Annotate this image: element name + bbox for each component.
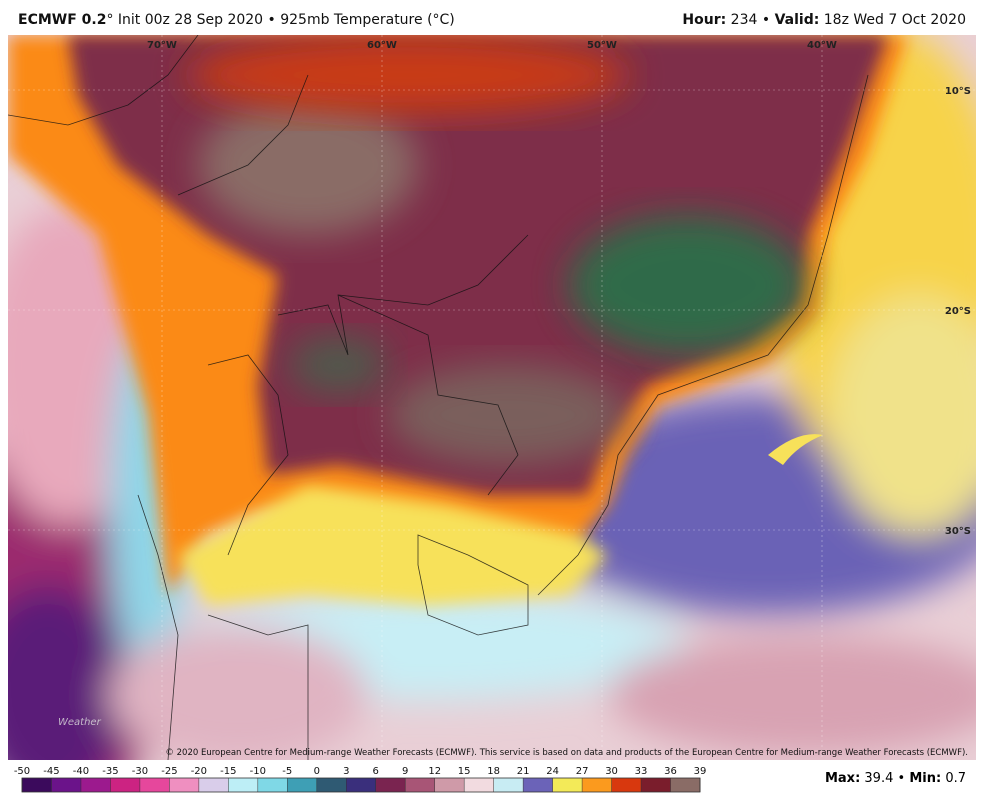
colorbar-tick-label: 9 xyxy=(402,766,408,777)
header-title: ECMWF 0.2° Init 00z 28 Sep 2020 • 925mb … xyxy=(18,12,455,28)
colorbar-segment xyxy=(287,778,318,792)
colorbar-segment xyxy=(228,778,259,792)
blob xyxy=(388,365,628,465)
colorbar-tick-label: -40 xyxy=(73,766,89,777)
colorbar-tick-label: -20 xyxy=(191,766,207,777)
colorbar-segment xyxy=(80,778,111,792)
separator: • xyxy=(897,771,906,786)
colorbar-segment xyxy=(582,778,613,792)
lat-label: 30°S xyxy=(945,526,971,537)
colorbar-tick-label: -15 xyxy=(220,766,236,777)
colorbar-segment xyxy=(51,778,82,792)
blob xyxy=(8,585,128,760)
colorbar-segment xyxy=(464,778,495,792)
colorbar-segment xyxy=(434,778,465,792)
blob xyxy=(188,35,628,115)
border xyxy=(137,494,179,760)
min: 0.7 xyxy=(945,771,966,786)
colorbar: -50 -45 -40 -35 -30 -25 -20 -15 -10 -5 0 3 6 9 12 15 18 2… xyxy=(14,766,707,793)
blob xyxy=(768,434,823,465)
colorbar-segment xyxy=(22,778,52,792)
colorbar-segment xyxy=(346,778,377,792)
border xyxy=(207,354,289,556)
colorbar-segment xyxy=(611,778,642,792)
colorbar-segment xyxy=(641,778,672,792)
colorbar-segment xyxy=(375,778,406,792)
map: 70°W 60°W 50°W 40°W 10°S 20°S 30°S © 2020 Euro… xyxy=(8,35,976,760)
valid: 18z Wed 7 Oct 2020 xyxy=(823,12,966,28)
yellow-band xyxy=(178,485,608,605)
colorbar-tick-label: 0 xyxy=(314,766,320,777)
colorbar-segment xyxy=(316,778,347,792)
blob xyxy=(608,635,976,755)
colorbar-tick-label: 27 xyxy=(576,766,589,777)
colorbar-tick-label: 24 xyxy=(546,766,559,777)
colorbar-segment xyxy=(523,778,554,792)
border xyxy=(177,74,309,196)
colorbar-tick-label: 18 xyxy=(487,766,500,777)
colorbar-tick-label: 15 xyxy=(458,766,471,777)
temperature-field xyxy=(8,35,976,760)
border xyxy=(417,534,529,636)
watermark-logo: Weather xyxy=(58,717,102,728)
lat-label: 10°S xyxy=(945,86,971,97)
colorbar-tick-label: 21 xyxy=(517,766,530,777)
separator: • xyxy=(761,12,771,28)
colorbar-segment xyxy=(139,778,170,792)
colorbar-tick-label: -45 xyxy=(43,766,59,777)
max-label: Max: xyxy=(824,771,861,786)
lon-label: 40°W xyxy=(807,40,837,51)
title: ° Init 00z 28 Sep 2020 • 925mb Temperatu… xyxy=(106,12,455,28)
colorbar-segment xyxy=(198,778,229,792)
stats: Max: 39.4 • Min: 0.7 xyxy=(825,771,966,786)
coordinate-labels: 70°W 60°W 50°W 40°W 10°S 20°S 30°S xyxy=(147,40,971,537)
colorbar-tick-label: 36 xyxy=(664,766,677,777)
blob xyxy=(828,295,976,535)
valid-label: Valid: xyxy=(774,12,820,28)
blob xyxy=(568,215,808,355)
colorbar-tick-label: -25 xyxy=(161,766,177,777)
colorbar-tick-label: -35 xyxy=(102,766,118,777)
hour: 234 xyxy=(730,12,758,28)
colorbar-segment xyxy=(169,778,200,792)
blob xyxy=(288,335,388,395)
colorbar-tick-label: 3 xyxy=(343,766,349,777)
colorbar-segment xyxy=(405,778,436,792)
lon-label: 50°W xyxy=(587,40,617,51)
colorbar-segment xyxy=(670,778,701,792)
blob xyxy=(108,625,368,760)
colorbar-tick-label: 6 xyxy=(373,766,379,777)
colorbar-segment xyxy=(257,778,288,792)
colorbar-tick-label: -5 xyxy=(282,766,292,777)
min-label: Min: xyxy=(909,771,942,786)
lat-label: 20°S xyxy=(945,306,971,317)
colorbar-tick-label: -50 xyxy=(14,766,30,777)
hour-label: Hour: xyxy=(682,12,727,28)
copyright: © 2020 European Centre for Medium-range … xyxy=(165,748,968,758)
border xyxy=(337,294,519,496)
border xyxy=(207,614,309,760)
colorbar-tick-label: 30 xyxy=(605,766,618,777)
lon-label: 70°W xyxy=(147,40,177,51)
colorbar-segment xyxy=(493,778,524,792)
blob xyxy=(198,95,418,235)
header-valid: Hour: 234 • Valid: 18z Wed 7 Oct 2020 xyxy=(682,12,966,28)
colorbar-tick-label: 39 xyxy=(694,766,707,777)
colorbar-tick-label: 33 xyxy=(635,766,648,777)
lon-label: 60°W xyxy=(367,40,397,51)
max: 39.4 xyxy=(864,771,894,786)
colorbar-tick-label: 12 xyxy=(428,766,441,777)
model: ECMWF 0.2 xyxy=(18,12,107,28)
colorbar-segment xyxy=(552,778,583,792)
colorbar-segment xyxy=(110,778,141,792)
border xyxy=(8,35,199,126)
colorbar-tick-label: -10 xyxy=(250,766,266,777)
graticule xyxy=(8,35,976,760)
colorbar-tick-label: -30 xyxy=(132,766,148,777)
